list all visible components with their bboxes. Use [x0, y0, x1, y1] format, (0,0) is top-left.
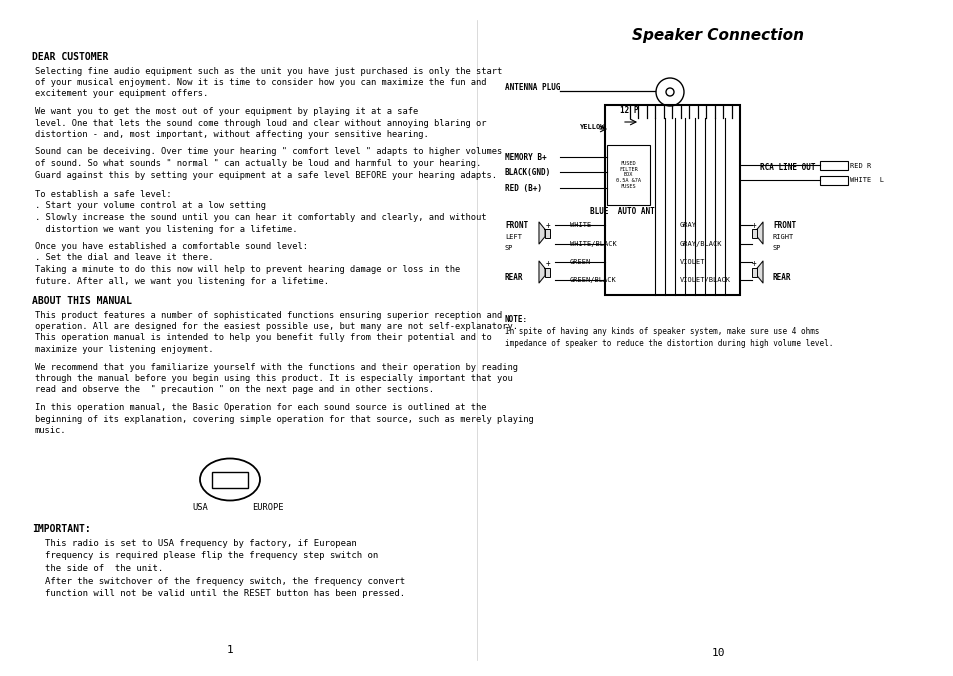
Polygon shape	[757, 222, 762, 244]
Text: FRONT: FRONT	[772, 220, 796, 229]
Text: music.: music.	[35, 426, 67, 435]
Bar	[820, 161, 847, 170]
Text: After the switchover of the frequency switch, the frequency convert: After the switchover of the frequency sw…	[45, 577, 405, 585]
Text: WHITE  L: WHITE L	[849, 177, 883, 183]
Text: We recommend that you familiarize yourself with the functions and their operatio: We recommend that you familiarize yourse…	[35, 362, 517, 372]
Text: GREEN/BLACK: GREEN/BLACK	[569, 277, 616, 283]
Text: Taking a minute to do this now will help to prevent hearing damage or loss in th: Taking a minute to do this now will help…	[35, 265, 459, 274]
Text: . Slowly increase the sound until you can hear it comfortably and clearly, and w: . Slowly increase the sound until you ca…	[35, 213, 486, 222]
Text: Sound can be deceiving. Over time your hearing " comfort level " adapts to highe: Sound can be deceiving. Over time your h…	[35, 147, 501, 157]
Text: RCA LINE OUT: RCA LINE OUT	[760, 164, 815, 172]
Bar	[212, 471, 248, 487]
Text: 10: 10	[711, 648, 724, 658]
Text: read and observe the  " precaution " on the next page and in other sections.: read and observe the " precaution " on t…	[35, 385, 434, 395]
Text: To establish a safe level:: To establish a safe level:	[35, 190, 172, 199]
Bar	[604, 105, 740, 295]
Text: +: +	[751, 220, 756, 229]
Bar	[544, 268, 549, 276]
Text: GRAY/BLACK: GRAY/BLACK	[679, 241, 721, 247]
Text: +: +	[751, 260, 756, 268]
Text: DEAR CUSTOMER: DEAR CUSTOMER	[32, 52, 109, 62]
Text: Guard against this by setting your equipment at a safe level BEFORE your hearing: Guard against this by setting your equip…	[35, 170, 497, 180]
Text: Once you have established a comfortable sound level:: Once you have established a comfortable …	[35, 242, 308, 251]
Text: We want you to get the most out of your equipment by playing it at a safe: We want you to get the most out of your …	[35, 107, 417, 116]
Text: SP: SP	[772, 245, 781, 251]
Polygon shape	[538, 261, 544, 283]
Text: function will not be valid until the RESET button has been pressed.: function will not be valid until the RES…	[45, 589, 405, 598]
Text: 1: 1	[227, 645, 233, 655]
Text: USA: USA	[192, 504, 208, 512]
Text: GRAY: GRAY	[679, 222, 697, 228]
Text: BLUE  AUTO ANT: BLUE AUTO ANT	[589, 208, 654, 216]
Text: In this operation manual, the Basic Operation for each sound source is outlined : In this operation manual, the Basic Oper…	[35, 403, 486, 412]
Text: This radio is set to USA frequency by factory, if European: This radio is set to USA frequency by fa…	[45, 539, 356, 548]
Text: RIGHT: RIGHT	[772, 234, 794, 240]
Text: EUROPE: EUROPE	[252, 504, 283, 512]
Text: This operation manual is intended to help you benefit fully from their potential: This operation manual is intended to hel…	[35, 333, 491, 343]
Text: excitement your equipment offers.: excitement your equipment offers.	[35, 89, 208, 99]
Text: REAR: REAR	[772, 274, 791, 283]
Text: NOTE:: NOTE:	[504, 315, 528, 324]
Text: . Start your volume control at a low setting: . Start your volume control at a low set…	[35, 201, 266, 210]
Text: VIOLET/BLACK: VIOLET/BLACK	[679, 277, 730, 283]
Polygon shape	[538, 222, 544, 244]
Text: SP: SP	[504, 245, 513, 251]
Text: the side of  the unit.: the side of the unit.	[45, 564, 163, 573]
Text: FRONT: FRONT	[504, 220, 528, 229]
Text: frequency is required please flip the frequency step switch on: frequency is required please flip the fr…	[45, 552, 377, 560]
Polygon shape	[757, 261, 762, 283]
Text: GREEN: GREEN	[569, 259, 591, 265]
Text: FUSED
FILTER
BOX
0.5A &7A
FUSES: FUSED FILTER BOX 0.5A &7A FUSES	[616, 161, 640, 189]
Text: . Set the dial and leave it there.: . Set the dial and leave it there.	[35, 254, 213, 262]
Text: maximize your listening enjoyment.: maximize your listening enjoyment.	[35, 345, 213, 354]
Text: In spite of having any kinds of speaker system, make sure use 4 ohms: In spite of having any kinds of speaker …	[504, 327, 819, 336]
Text: future. After all, we want you listening for a lifetime.: future. After all, we want you listening…	[35, 276, 329, 285]
Text: of your musical enjoyment. Now it is time to consider how you can maximize the f: of your musical enjoyment. Now it is tim…	[35, 78, 486, 87]
Text: level. One that lets the sound come through loud and clear without annoying blar: level. One that lets the sound come thro…	[35, 118, 486, 128]
Text: +: +	[545, 260, 550, 268]
Text: REAR: REAR	[504, 274, 523, 283]
Text: 12 P: 12 P	[619, 106, 638, 115]
Text: Selecting fine audio equipment such as the unit you have just purchased is only : Selecting fine audio equipment such as t…	[35, 66, 501, 76]
Bar	[751, 268, 757, 276]
Text: YELLOW: YELLOW	[579, 124, 605, 130]
Text: Speaker Connection: Speaker Connection	[631, 28, 803, 43]
Text: IMPORTANT:: IMPORTANT:	[32, 523, 91, 533]
Bar	[751, 228, 757, 237]
Text: RED (B+): RED (B+)	[504, 183, 541, 193]
Text: impedance of speaker to reduce the distortion during high volume level.: impedance of speaker to reduce the disto…	[504, 339, 833, 348]
Text: of sound. So what sounds " normal " can actually be loud and harmful to your hea: of sound. So what sounds " normal " can …	[35, 159, 480, 168]
Text: ANTENNA PLUG: ANTENNA PLUG	[504, 84, 560, 93]
Text: MEMORY B+: MEMORY B+	[504, 153, 546, 162]
Text: distortion - and, most important, without affecting your sensitive hearing.: distortion - and, most important, withou…	[35, 130, 428, 139]
Text: RED R: RED R	[849, 163, 870, 169]
Bar	[820, 176, 847, 185]
Text: beginning of its explanation, covering simple operation for that source, such as: beginning of its explanation, covering s…	[35, 414, 533, 423]
Text: through the manual before you begin using this product. It is especially importa: through the manual before you begin usin…	[35, 374, 512, 383]
Text: distortion we want you listening for a lifetime.: distortion we want you listening for a l…	[35, 224, 297, 233]
Text: VIOLET: VIOLET	[679, 259, 705, 265]
Text: LEFT: LEFT	[504, 234, 521, 240]
Text: WHITE/BLACK: WHITE/BLACK	[569, 241, 616, 247]
Text: operation. All are designed for the easiest possible use, but many are not self-: operation. All are designed for the easi…	[35, 322, 517, 331]
Bar	[606, 145, 649, 205]
Text: BLACK(GND): BLACK(GND)	[504, 168, 551, 176]
Text: ABOUT THIS MANUAL: ABOUT THIS MANUAL	[32, 296, 132, 306]
Text: WHITE: WHITE	[569, 222, 591, 228]
Text: This product features a number of sophisticated functions ensuring superior rece: This product features a number of sophis…	[35, 310, 501, 320]
Text: +: +	[545, 220, 550, 229]
Bar	[544, 228, 549, 237]
